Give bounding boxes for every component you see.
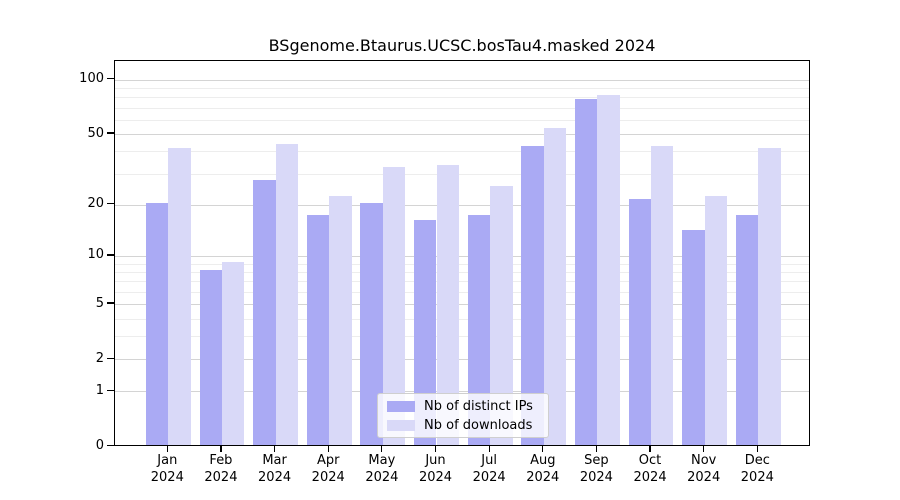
bar-distinct-ips-jun xyxy=(414,219,437,445)
y-tick-mark xyxy=(107,357,114,359)
minor-gridline xyxy=(115,291,809,293)
minor-gridline xyxy=(115,318,809,320)
y-tick-label: 50 xyxy=(87,125,104,141)
major-gridline xyxy=(115,134,809,135)
legend-label: Nb of downloads xyxy=(424,417,533,433)
major-gridline xyxy=(115,204,809,206)
bar-distinct-ips-dec xyxy=(735,215,759,445)
x-tick-label: May 2024 xyxy=(365,453,399,485)
bar-distinct-ips-may xyxy=(360,203,383,445)
major-gridline xyxy=(115,79,809,81)
y-tick-label: 5 xyxy=(95,295,104,311)
bar-distinct-ips-apr xyxy=(306,215,330,445)
minor-gridline xyxy=(115,107,809,109)
x-tick-label: Aug 2024 xyxy=(526,453,560,485)
legend-entry-distinct-ips: Nb of distinct IPs xyxy=(378,399,548,414)
x-tick-label: Dec 2024 xyxy=(740,453,774,485)
major-gridline xyxy=(115,304,809,306)
x-tick-label: Apr 2024 xyxy=(311,453,345,485)
bar-downloads-jun xyxy=(436,164,459,445)
minor-gridline xyxy=(115,119,809,121)
bar-distinct-ips-feb xyxy=(199,270,222,445)
x-tick-mark xyxy=(327,446,329,452)
y-tick-mark xyxy=(107,302,114,304)
bar-downloads-sep xyxy=(597,94,620,445)
major-gridline xyxy=(115,255,809,257)
y-tick-label: 20 xyxy=(87,196,104,212)
bar-distinct-ips-jul xyxy=(467,215,491,445)
bar-distinct-ips-oct xyxy=(628,199,652,445)
x-tick-label: Feb 2024 xyxy=(204,453,238,485)
bar-downloads-aug xyxy=(543,127,567,445)
y-tick-mark xyxy=(107,132,114,134)
bar-distinct-ips-mar xyxy=(253,180,276,445)
y-tick-mark xyxy=(107,202,114,205)
x-tick-mark xyxy=(703,446,705,452)
downloads-swatch xyxy=(387,419,415,431)
legend: Nb of distinct IPs Nb of downloads xyxy=(377,393,549,438)
x-tick-label: Mar 2024 xyxy=(258,453,292,485)
minor-gridline xyxy=(115,87,809,89)
bar-downloads-jul xyxy=(490,186,513,445)
y-tick-mark xyxy=(107,254,114,256)
x-tick-label: Nov 2024 xyxy=(687,453,721,485)
bar-downloads-feb xyxy=(221,262,245,445)
bar-downloads-jan xyxy=(168,147,191,445)
bar-distinct-ips-jan xyxy=(145,203,169,445)
x-tick-mark xyxy=(542,446,544,452)
bar-distinct-ips-aug xyxy=(521,146,544,445)
x-tick-mark xyxy=(381,446,383,452)
x-tick-mark xyxy=(595,446,597,452)
x-tick-label: Jun 2024 xyxy=(418,453,453,485)
bar-distinct-ips-sep xyxy=(575,98,598,445)
bar-downloads-mar xyxy=(275,144,298,445)
bar-downloads-nov xyxy=(704,195,728,445)
minor-gridline xyxy=(115,173,809,175)
x-tick-mark xyxy=(434,446,437,452)
minor-gridline xyxy=(115,263,809,265)
x-tick-mark xyxy=(273,446,276,452)
minor-gridline xyxy=(115,151,809,153)
y-tick-label: 2 xyxy=(95,350,104,366)
legend-entry-downloads: Nb of downloads xyxy=(378,418,548,433)
bar-downloads-apr xyxy=(329,195,352,445)
x-tick-mark xyxy=(488,446,490,452)
bar-downloads-oct xyxy=(651,146,674,445)
y-tick-mark xyxy=(107,444,114,447)
minor-gridline xyxy=(115,281,809,283)
y-tick-label: 10 xyxy=(87,247,104,263)
x-tick-label: Sep 2024 xyxy=(579,453,613,485)
minor-gridline xyxy=(115,97,809,99)
x-tick-label: Jan 2024 xyxy=(150,453,184,485)
distinct-ips-swatch xyxy=(387,400,415,412)
x-tick-label: Oct 2024 xyxy=(633,453,667,485)
bar-downloads-may xyxy=(382,167,406,445)
x-tick-mark xyxy=(220,446,222,452)
x-tick-mark xyxy=(649,446,651,452)
minor-gridline xyxy=(115,336,809,338)
chart-title: BSgenome.Btaurus.UCSC.bosTau4.masked 202… xyxy=(268,36,656,55)
bar-downloads-dec xyxy=(758,147,781,445)
y-tick-mark xyxy=(107,389,114,391)
y-tick-label: 0 xyxy=(95,438,104,453)
y-tick-mark xyxy=(107,78,114,80)
major-gridline xyxy=(115,359,809,361)
x-tick-label: Jul 2024 xyxy=(472,453,506,485)
plot-area xyxy=(114,60,810,446)
legend-label: Nb of distinct IPs xyxy=(424,398,533,414)
y-tick-label: 1 xyxy=(95,382,104,398)
y-tick-label: 100 xyxy=(79,71,104,87)
x-tick-mark xyxy=(166,446,168,452)
bar-distinct-ips-nov xyxy=(682,229,705,445)
minor-gridline xyxy=(115,271,809,273)
major-gridline xyxy=(115,391,809,393)
x-tick-mark xyxy=(756,446,758,452)
